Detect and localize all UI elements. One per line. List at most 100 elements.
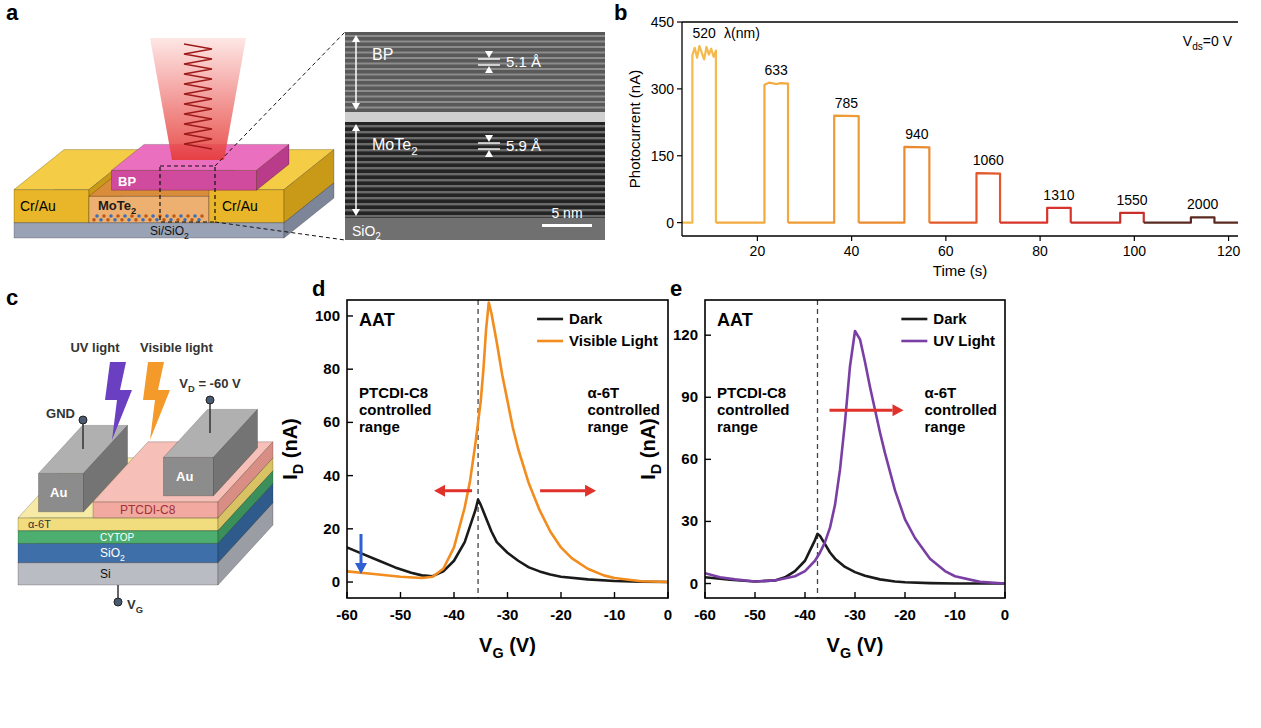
x-tick	[346, 592, 347, 598]
plot-area	[682, 46, 1238, 223]
text-line: α-6T	[587, 384, 619, 401]
tem-fringe	[345, 101, 605, 103]
top-frame	[682, 21, 1238, 22]
tem-fringe	[345, 107, 605, 109]
x-axis-title: VG (V)	[827, 634, 884, 661]
x-tick	[453, 592, 454, 598]
tem-fringe	[345, 41, 605, 43]
panel-title: AAT	[359, 310, 395, 330]
mote2-block-front	[89, 196, 209, 222]
legend-label: Visible Light	[569, 332, 658, 349]
x-tick-label: 40	[844, 243, 860, 259]
text-line: range	[587, 418, 628, 435]
x-tick	[754, 592, 755, 598]
x-tick-label: -30	[844, 606, 866, 623]
wavelength-label: 785	[835, 95, 859, 111]
wavelength-label: 2000	[1187, 196, 1218, 212]
tem-interface	[345, 112, 605, 122]
tem-fringe	[345, 35, 605, 37]
zoom-box	[160, 166, 215, 222]
arrow-head	[352, 124, 360, 131]
lattice-atom	[193, 214, 197, 218]
lattice-atom	[186, 214, 190, 218]
terminal	[114, 598, 122, 606]
x-tick-label: 100	[1123, 243, 1147, 259]
y-tick	[677, 222, 682, 223]
subscript: 2	[131, 206, 136, 216]
text-part: MoTe	[98, 198, 131, 213]
thickness-arrow	[355, 130, 357, 210]
arrow-shaft	[445, 489, 472, 492]
subscript: ds	[1192, 41, 1203, 52]
sio2-layer-front	[18, 543, 218, 562]
lattice-atom	[165, 214, 169, 218]
bp-flake-front	[112, 170, 257, 190]
layer-label: SiO2	[100, 546, 125, 563]
tem-label: SiO2	[352, 223, 381, 242]
arrow-head	[352, 35, 360, 42]
x-tick	[1228, 236, 1229, 241]
x-tick	[804, 592, 805, 598]
x-tick	[614, 592, 615, 598]
tem-fringe	[345, 74, 605, 76]
x-tick-label: 120	[1217, 243, 1241, 259]
y-tick-label: 80	[323, 360, 340, 377]
x-tick	[945, 236, 946, 241]
wavelength-label: 940	[905, 126, 929, 142]
text-part: V	[127, 597, 136, 612]
arrow-shaft	[830, 409, 893, 412]
tem-fringe	[345, 85, 605, 87]
zoom-line	[215, 222, 345, 240]
au-right-front	[164, 457, 214, 495]
lattice-atom	[116, 214, 120, 218]
text-line: range	[717, 418, 758, 435]
text-line: controlled	[717, 401, 790, 418]
light-bolt	[143, 362, 170, 440]
y-tick-label: 30	[681, 512, 698, 529]
text-line: controlled	[587, 401, 660, 418]
panel-e: e0306090120-60-50-40-30-20-100VG (V)ID (…	[637, 276, 1009, 661]
arrow-head	[352, 103, 360, 110]
tem-bp-region	[345, 32, 605, 112]
x-tick-label: -50	[390, 606, 412, 623]
x-tick	[1040, 236, 1041, 241]
transfer-curve	[705, 331, 1005, 583]
tem-label: 5.9 Å	[506, 137, 541, 154]
arrow-head	[485, 51, 493, 58]
y-tick	[347, 315, 353, 316]
annotation: λ(nm)	[724, 25, 760, 41]
ptcdi-layer-front	[93, 502, 218, 518]
x-axis-title: Time (s)	[933, 262, 987, 279]
subscript: 2	[411, 145, 417, 157]
wavelength-label: 633	[765, 62, 789, 78]
subscript: G	[492, 645, 503, 661]
transfer-curve	[347, 500, 668, 582]
y-tick	[677, 21, 682, 22]
lattice-atom	[95, 214, 99, 218]
subscript: 2	[375, 231, 381, 242]
photocurrent-trace	[929, 173, 1000, 222]
panel-c: cSiSiO2CYTOPα-6TPTCDI-C8AuAuGNDVD = -60 …	[6, 285, 273, 615]
terminal	[206, 396, 214, 404]
tem-fringe	[345, 155, 605, 157]
tem-fringe	[345, 79, 605, 81]
electrode-label: Cr/Au	[20, 198, 56, 214]
terminal-label: GND	[46, 406, 75, 421]
subscript: D	[648, 464, 664, 474]
lattice-atom	[120, 218, 124, 222]
tem-fringe	[345, 191, 605, 193]
text-part: (nA)	[279, 418, 301, 464]
layer-label: CYTOP	[100, 532, 135, 543]
wavelength-label: 1310	[1043, 187, 1074, 203]
terminal-label: VG	[127, 597, 143, 615]
y-tick-label: 0	[690, 575, 698, 592]
y-tick-label: 450	[651, 14, 675, 30]
au-right-side	[214, 409, 258, 495]
wire	[209, 404, 211, 433]
tem-fringe	[345, 173, 605, 175]
subscript: G	[136, 605, 143, 615]
plot-area	[347, 300, 668, 598]
x-axis-title: VG (V)	[479, 634, 536, 661]
text-line: range	[924, 418, 965, 435]
lattice-atom	[151, 214, 155, 218]
